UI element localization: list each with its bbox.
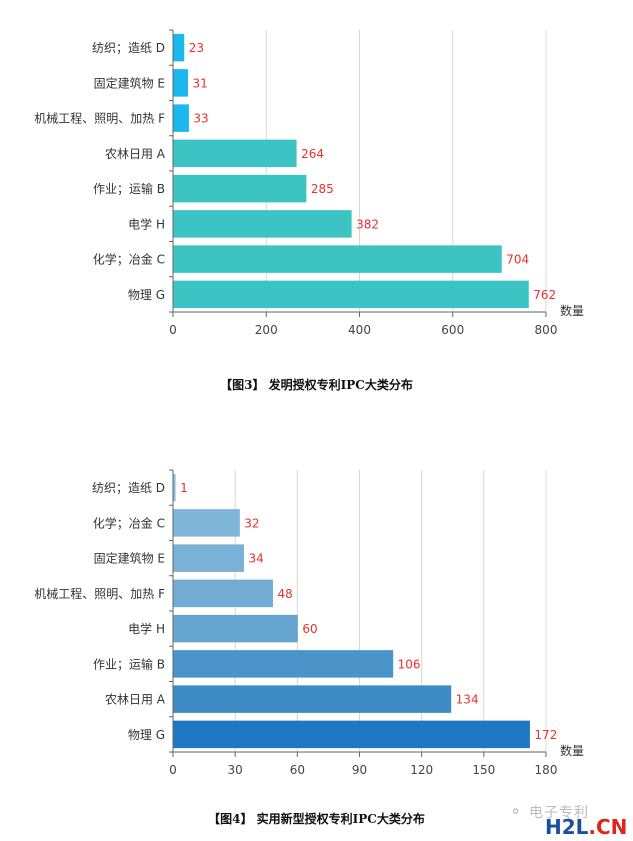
category-label: 化学；冶金 C bbox=[93, 252, 165, 267]
x-tick-label: 180 bbox=[535, 763, 558, 777]
category-label: 固定建筑物 E bbox=[94, 551, 165, 566]
data-label: 33 bbox=[193, 112, 208, 126]
bar bbox=[173, 650, 394, 678]
category-label: 作业；运输 B bbox=[93, 181, 165, 196]
watermark: ⚬ 电子专利 H2L.CN bbox=[505, 802, 627, 839]
data-label: 32 bbox=[244, 516, 259, 530]
category-label: 物理 G bbox=[128, 288, 165, 302]
bar bbox=[173, 69, 188, 97]
category-label: 固定建筑物 E bbox=[94, 75, 165, 90]
bar bbox=[173, 685, 452, 713]
bar bbox=[173, 579, 273, 608]
bar bbox=[173, 139, 297, 168]
bar bbox=[173, 245, 502, 273]
data-label: 134 bbox=[456, 693, 479, 707]
bar bbox=[173, 509, 240, 537]
category-label: 物理 G bbox=[128, 728, 165, 742]
chart-ipc-invention: 0 200 400 600 800 纺织；造纸 D 23 固定建筑物 E 31 机械工程、照明、加… bbox=[0, 0, 633, 400]
category-label: 化学；冶金 C bbox=[93, 515, 165, 530]
bar bbox=[173, 104, 189, 132]
x-tick-label: 400 bbox=[348, 323, 371, 337]
category-label: 纺织；造纸 D bbox=[92, 41, 165, 55]
caption-figure-4: 【图4】 实用新型授权专利IPC大类分布 bbox=[208, 812, 425, 826]
x-tick-label: 60 bbox=[290, 763, 305, 777]
category-label: 电学 H bbox=[128, 621, 165, 636]
bar bbox=[173, 210, 352, 238]
x-tick-label: 150 bbox=[472, 763, 495, 777]
data-label: 106 bbox=[398, 657, 421, 671]
x-tick-label: 0 bbox=[169, 323, 177, 337]
watermark-logo: H2L.CN bbox=[545, 815, 627, 839]
chart-ipc-utility: 0 30 60 90 120 150 180 纺织；造纸 D 1 化学；冶金 C 32 固定建筑物 E… bbox=[0, 440, 633, 840]
data-label: 382 bbox=[356, 217, 379, 231]
category-label: 电学 H bbox=[128, 216, 165, 231]
bar bbox=[173, 174, 307, 203]
caption-figure-3: 【图3】 发明授权专利IPC大类分布 bbox=[220, 378, 413, 392]
data-label: 704 bbox=[506, 253, 529, 267]
data-label: 762 bbox=[533, 288, 556, 302]
watermark-text: 电子专利 bbox=[529, 805, 589, 821]
data-label: 285 bbox=[311, 182, 334, 196]
data-label: 48 bbox=[277, 587, 292, 601]
x-tick-label: 90 bbox=[352, 763, 367, 777]
category-label: 机械工程、照明、加热 F bbox=[34, 586, 165, 601]
x-tick-label: 800 bbox=[535, 323, 558, 337]
data-label: 172 bbox=[534, 728, 557, 742]
chart-svg-invention: 0 200 400 600 800 纺织；造纸 D 23 固定建筑物 E 31 机械工程、照明、加… bbox=[34, 29, 584, 337]
x-tick-label: 0 bbox=[169, 763, 177, 777]
data-label: 60 bbox=[302, 622, 317, 636]
data-label: 264 bbox=[301, 147, 324, 161]
category-label: 农林日用 A bbox=[105, 693, 166, 707]
x-tick-label: 600 bbox=[441, 323, 464, 337]
bar bbox=[173, 720, 530, 749]
bar bbox=[173, 33, 185, 62]
x-tick-label: 200 bbox=[255, 323, 278, 337]
x-tick-label: 120 bbox=[410, 763, 433, 777]
data-label: 1 bbox=[180, 481, 188, 495]
category-label: 农林日用 A bbox=[105, 147, 166, 161]
data-label: 34 bbox=[248, 552, 263, 566]
chart-svg-utility: 0 30 60 90 120 150 180 纺织；造纸 D 1 化学；冶金 C 32 固定建筑物 E… bbox=[34, 469, 584, 777]
category-label: 机械工程、照明、加热 F bbox=[34, 111, 165, 126]
logo-main: H2L bbox=[545, 815, 589, 839]
category-label: 纺织；造纸 D bbox=[92, 481, 165, 495]
bar bbox=[173, 614, 298, 643]
x-tick-label: 30 bbox=[228, 763, 243, 777]
data-label: 23 bbox=[189, 41, 204, 55]
bar bbox=[173, 280, 529, 309]
wechat-icon: ⚬ bbox=[509, 802, 523, 821]
data-label: 31 bbox=[192, 76, 207, 90]
x-axis-label: 数量 bbox=[560, 303, 584, 318]
logo-suffix: .CN bbox=[588, 815, 628, 839]
category-label: 作业；运输 B bbox=[93, 656, 165, 671]
bar bbox=[173, 473, 176, 502]
x-axis-label: 数量 bbox=[560, 743, 584, 758]
bar bbox=[173, 544, 244, 572]
